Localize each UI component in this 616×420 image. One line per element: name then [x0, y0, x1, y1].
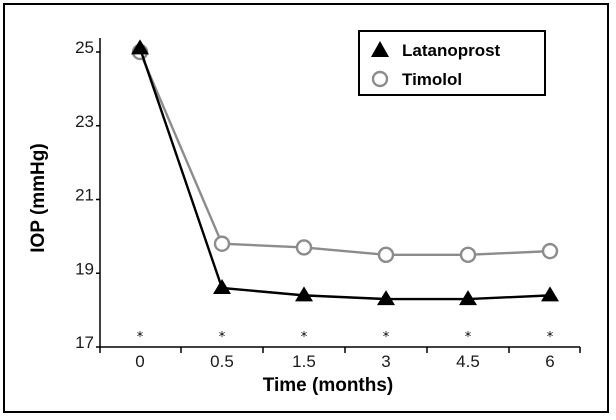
data-point-timolol [541, 242, 559, 260]
x-tick-label: 3 [381, 352, 390, 371]
series-line-timolol [138, 51, 551, 257]
legend-timolol-marker [371, 70, 389, 88]
data-point-timolol [295, 239, 313, 256]
x-axis-title: Time (months) [263, 375, 394, 396]
x-tick-label: 1.5 [292, 352, 316, 371]
significance-markers: * * * * * * [137, 330, 554, 345]
legend-timolol-label: Timolol [402, 70, 462, 89]
legend-latanoprost-marker [371, 41, 389, 57]
x-tick-label: 0 [135, 352, 144, 371]
significance-star: * [219, 330, 226, 345]
legend-latanoprost-label: Latanoprost [402, 41, 501, 60]
y-tick-label: 25 [75, 38, 94, 57]
significance-star: * [137, 330, 144, 345]
series-layer [131, 39, 559, 306]
data-point-timolol [459, 246, 477, 264]
x-ticks: 0 0.5 1.5 3 4.5 6 [99, 347, 581, 371]
significance-star: * [465, 330, 472, 345]
data-point-latanoprost [541, 286, 559, 302]
significance-star: * [383, 330, 390, 345]
data-point-latanoprost [213, 279, 231, 294]
data-point-timolol [377, 246, 395, 264]
y-ticks: 17 19 21 23 25 [75, 38, 100, 352]
series-line-latanoprost [138, 47, 551, 301]
y-axis-title: IOP (mmHg) [28, 143, 49, 252]
legend: Latanoprost Timolol [358, 30, 546, 96]
x-tick-label: 0.5 [210, 352, 234, 371]
data-point-latanoprost [377, 290, 395, 306]
y-tick-label: 19 [75, 259, 94, 278]
data-point-timolol [213, 235, 231, 252]
significance-star: * [301, 330, 308, 345]
x-tick-label: 4.5 [456, 352, 480, 371]
x-tick-label: 6 [545, 352, 554, 371]
y-tick-label: 21 [75, 186, 94, 205]
significance-star: * [547, 330, 554, 345]
y-tick-label: 17 [75, 333, 94, 352]
legend-box [358, 30, 546, 96]
data-point-latanoprost [295, 286, 313, 302]
axes [99, 38, 580, 348]
y-tick-label: 23 [75, 112, 94, 131]
data-point-latanoprost [459, 290, 477, 306]
data-point-latanoprost [131, 39, 149, 55]
